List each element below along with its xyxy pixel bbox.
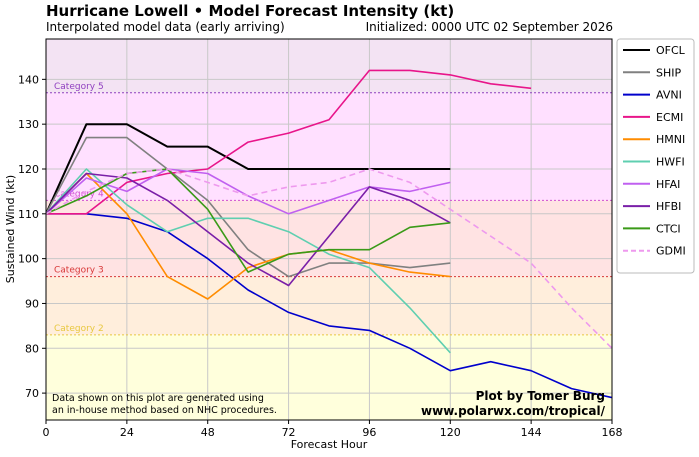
x-tick-96: 96 — [362, 426, 376, 439]
initialized-time: Initialized: 0000 UTC 02 September 2026 — [365, 20, 613, 34]
series-ecmi — [46, 69, 532, 215]
series-hfbi — [46, 172, 451, 287]
series-gdmi — [46, 168, 612, 349]
y-axis-label: Sustained Wind (kt) — [4, 175, 17, 283]
band-4 — [46, 39, 612, 93]
chart-subtitle: Interpolated model data (early arriving) — [46, 20, 285, 34]
series-avni — [46, 213, 612, 399]
y-tick-70: 70 — [25, 387, 39, 400]
x-tick-72: 72 — [282, 426, 296, 439]
series-ofcl — [46, 123, 451, 215]
plot-frame — [45, 38, 613, 421]
y-tick-140: 140 — [18, 73, 39, 86]
x-tick-24: 24 — [120, 426, 134, 439]
legend-box — [616, 38, 695, 274]
x-tick-168: 168 — [602, 426, 623, 439]
band-0 — [46, 334, 612, 420]
series-hmni — [46, 172, 451, 300]
legend-label-gdmi: GDMI — [656, 245, 686, 258]
legend-label-ctci: CTCI — [656, 222, 681, 235]
legend-label-hfbi: HFBI — [656, 200, 681, 213]
y-tick-100: 100 — [18, 253, 39, 266]
category-thresholds: Category 2 Category 3 Category 4 Category 5 — [46, 82, 612, 336]
category-3-label: Category 3 — [54, 266, 104, 276]
band-3 — [46, 92, 612, 201]
category-bands — [46, 39, 612, 420]
legend-label-ofcl: OFCL — [656, 44, 686, 57]
note-line-1: Data shown on this plot are generated us… — [52, 393, 264, 404]
series-ship — [46, 136, 451, 278]
category-5-label: Category 5 — [54, 82, 104, 92]
y-tick-130: 130 — [18, 118, 39, 131]
x-tick-120: 120 — [440, 426, 461, 439]
y-tick-80: 80 — [25, 342, 39, 355]
credit-name: Plot by Tomer Burg — [476, 389, 605, 403]
legend-label-ecmi: ECMI — [656, 111, 683, 124]
y-tick-110: 110 — [18, 208, 39, 221]
series-hfai — [46, 168, 451, 215]
category-4-label: Category 4 — [54, 189, 104, 199]
note-line-2: an in-house method based on NHC procedur… — [52, 405, 277, 416]
legend: OFCL SHIP AVNI ECMI HMNI HWFI HFAI HFBI CTCI GDMI — [616, 38, 695, 274]
credit-url: www.polarwx.com/tropical/ — [421, 404, 606, 418]
series-hwfi — [46, 168, 451, 354]
series-lines — [46, 69, 612, 399]
legend-label-hmni: HMNI — [656, 133, 685, 146]
x-tick-144: 144 — [521, 426, 542, 439]
y-tick-90: 90 — [25, 297, 39, 310]
axes: 0 24 48 72 96 120 144 168 70 80 90 100 110 120 130 140 — [18, 73, 623, 439]
legend-label-avni: AVNI — [656, 89, 682, 102]
category-2-label: Category 2 — [54, 324, 104, 334]
x-tick-48: 48 — [201, 426, 215, 439]
y-tick-120: 120 — [18, 163, 39, 176]
x-tick-0: 0 — [43, 426, 50, 439]
legend-label-hfai: HFAI — [656, 178, 680, 191]
series-ctci — [46, 168, 451, 273]
legend-label-hwfi: HWFI — [656, 156, 685, 169]
legend-label-ship: SHIP — [656, 66, 681, 79]
chart-title: Hurricane Lowell • Model Forecast Intens… — [46, 2, 455, 20]
band-2 — [46, 200, 612, 277]
x-axis-label: Forecast Hour — [291, 438, 368, 451]
